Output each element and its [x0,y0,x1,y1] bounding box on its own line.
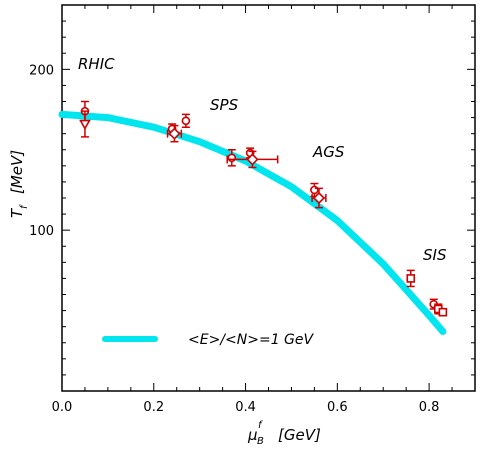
x-axis-superscript: f [258,420,263,431]
curve-layer [58,110,447,335]
x-axis-subscript: B [257,436,264,447]
x-axis-unit: [GeV] [278,426,321,444]
data-point-diamond [168,127,181,140]
data-point-square [438,307,448,317]
data-points-layer [79,100,448,317]
data-point-circle [227,153,237,163]
x-tick-label: 0.0 [52,400,73,415]
axis-ticks: 0.0 0.2 0.4 0.6 0.8 100 200 [29,5,476,415]
y-axis-title: T [8,207,26,218]
annotation-ags: AGS [312,143,345,161]
x-tick-label: 0.4 [235,400,256,415]
data-point-diamond [246,153,259,166]
data-point-circle [181,116,191,126]
data-point-diamond [312,191,326,205]
data-point-square [406,274,416,283]
annotation-sis: SIS [423,246,447,264]
x-tick-label: 0.8 [419,400,440,415]
x-tick-label: 0.2 [143,400,164,415]
legend: <E>/<N>=1 GeV [102,332,315,348]
x-axis-title: μ [247,426,258,444]
y-tick-label: 200 [29,63,54,78]
freeze-out-curve [58,110,447,335]
data-point-circle [310,185,319,195]
annotation-sps: SPS [210,96,239,114]
x-tick-label: 0.6 [327,400,348,415]
legend-label: <E>/<N>=1 GeV [188,332,315,348]
y-axis-unit: [MeV] [8,150,26,194]
y-tick-label: 100 [29,224,54,239]
data-point-triangle [79,119,91,131]
annotation-rhic: RHIC [78,55,115,73]
y-axis-subscript: f [19,204,30,209]
